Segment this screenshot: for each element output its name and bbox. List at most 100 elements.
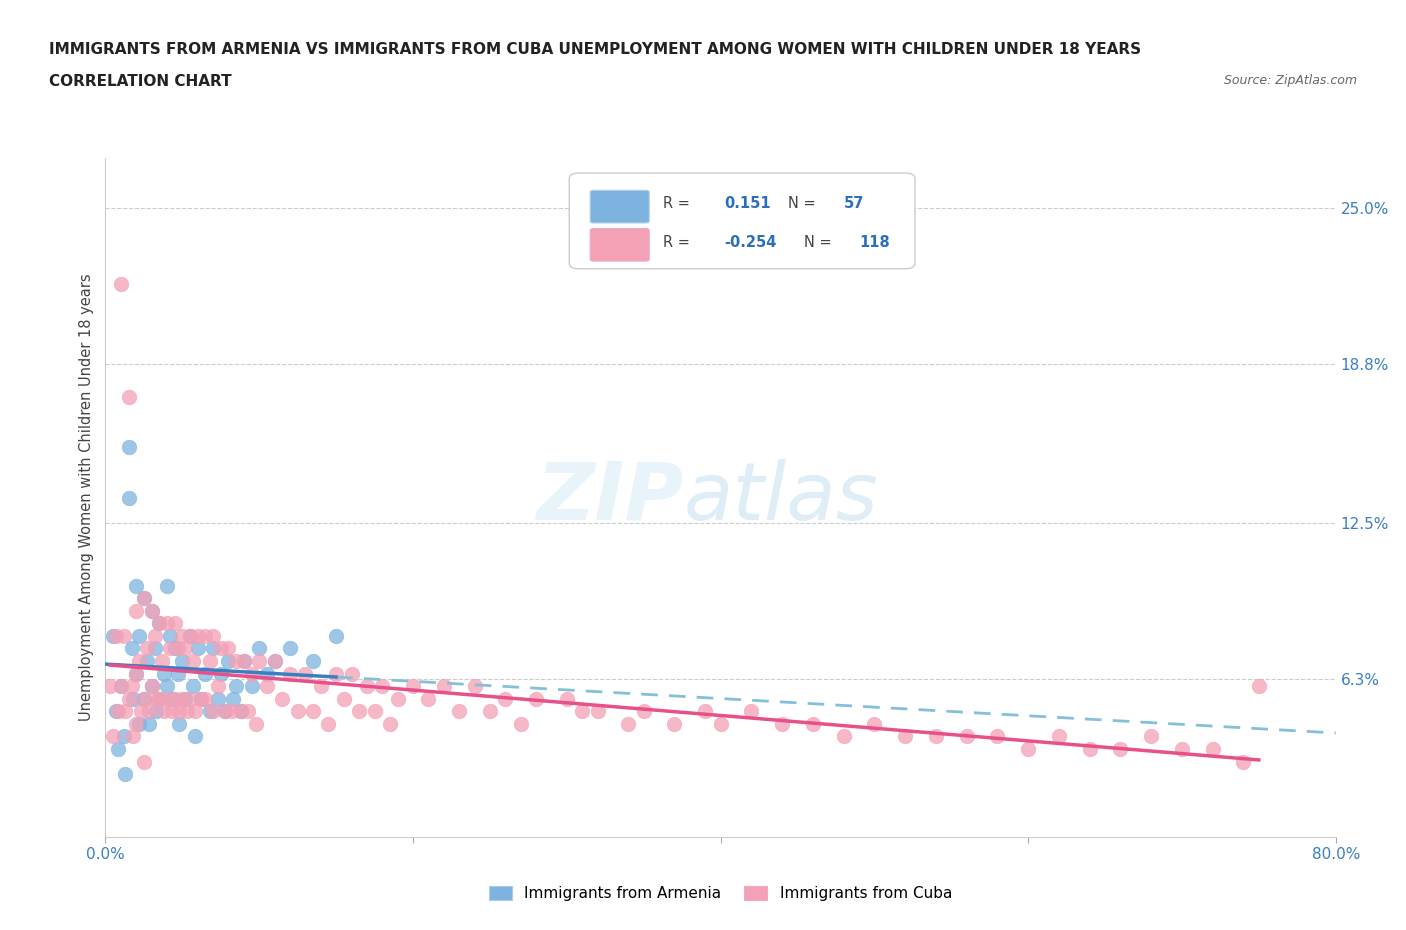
Point xyxy=(176,704,198,719)
Text: N =: N = xyxy=(804,234,832,249)
Point xyxy=(121,679,143,694)
Text: 0.151: 0.151 xyxy=(724,196,770,211)
Point xyxy=(110,679,132,694)
Point xyxy=(371,679,394,694)
Point xyxy=(132,691,155,706)
Point xyxy=(202,629,225,644)
Point xyxy=(1247,679,1270,694)
Point xyxy=(172,654,194,669)
Point xyxy=(247,654,270,669)
Point xyxy=(141,679,163,694)
Point xyxy=(117,440,139,455)
Point xyxy=(278,666,301,681)
Point xyxy=(209,641,232,656)
Point xyxy=(309,679,332,694)
Point xyxy=(478,704,501,719)
Point xyxy=(156,679,179,694)
Point xyxy=(190,691,212,706)
Point xyxy=(117,490,139,505)
Point xyxy=(302,654,325,669)
Point xyxy=(169,704,191,719)
Point xyxy=(247,641,270,656)
Text: 118: 118 xyxy=(859,234,890,249)
Point xyxy=(132,691,155,706)
Point xyxy=(112,729,135,744)
FancyBboxPatch shape xyxy=(569,173,915,269)
Point xyxy=(194,691,217,706)
Point xyxy=(138,704,160,719)
Text: R =: R = xyxy=(662,196,689,211)
Point xyxy=(221,704,243,719)
Text: ZIP: ZIP xyxy=(536,458,683,537)
Point xyxy=(125,666,148,681)
Point xyxy=(136,641,159,656)
Point xyxy=(433,679,456,694)
Point xyxy=(633,704,655,719)
Point xyxy=(214,704,236,719)
Point xyxy=(148,616,170,631)
Point xyxy=(287,704,309,719)
Point xyxy=(863,716,886,731)
FancyBboxPatch shape xyxy=(591,191,650,223)
Point xyxy=(143,629,166,644)
Point xyxy=(202,704,225,719)
Point xyxy=(986,729,1008,744)
Point xyxy=(143,641,166,656)
Point xyxy=(333,691,356,706)
Point xyxy=(256,666,278,681)
Point xyxy=(222,691,245,706)
Point xyxy=(555,691,578,706)
Point xyxy=(105,629,128,644)
Point xyxy=(240,679,263,694)
Point xyxy=(112,629,135,644)
Point xyxy=(194,666,217,681)
Point xyxy=(240,666,263,681)
Point xyxy=(136,654,159,669)
Point xyxy=(122,691,145,706)
Point xyxy=(229,704,252,719)
Point xyxy=(263,654,285,669)
Point xyxy=(770,716,793,731)
Legend: Immigrants from Armenia, Immigrants from Cuba: Immigrants from Armenia, Immigrants from… xyxy=(484,880,957,908)
Point xyxy=(695,704,717,719)
Text: -0.254: -0.254 xyxy=(724,234,776,249)
Point xyxy=(225,654,247,669)
Point xyxy=(194,629,217,644)
Point xyxy=(174,691,197,706)
Point xyxy=(122,729,145,744)
Point xyxy=(418,691,440,706)
Point xyxy=(832,729,855,744)
Point xyxy=(894,729,917,744)
Point xyxy=(156,691,179,706)
Point xyxy=(207,679,229,694)
Point xyxy=(159,629,181,644)
Point xyxy=(1017,741,1039,756)
Point xyxy=(1078,741,1101,756)
Point xyxy=(956,729,979,744)
Point xyxy=(179,629,201,644)
Point xyxy=(263,654,285,669)
Point xyxy=(141,604,163,618)
Point xyxy=(740,704,762,719)
Point xyxy=(110,276,132,291)
Point xyxy=(710,716,733,731)
Point xyxy=(801,716,824,731)
Point xyxy=(187,629,209,644)
Point xyxy=(125,604,148,618)
Point xyxy=(509,716,531,731)
Point xyxy=(318,716,340,731)
Point xyxy=(302,704,325,719)
Point xyxy=(198,704,221,719)
Point xyxy=(278,641,301,656)
Point xyxy=(169,716,191,731)
Point xyxy=(449,704,471,719)
Point xyxy=(183,729,205,744)
Point xyxy=(141,679,163,694)
Point xyxy=(925,729,948,744)
Point xyxy=(172,691,194,706)
Point xyxy=(1109,741,1132,756)
Point xyxy=(232,654,254,669)
Point xyxy=(160,704,183,719)
Point xyxy=(138,716,160,731)
Point xyxy=(105,704,128,719)
